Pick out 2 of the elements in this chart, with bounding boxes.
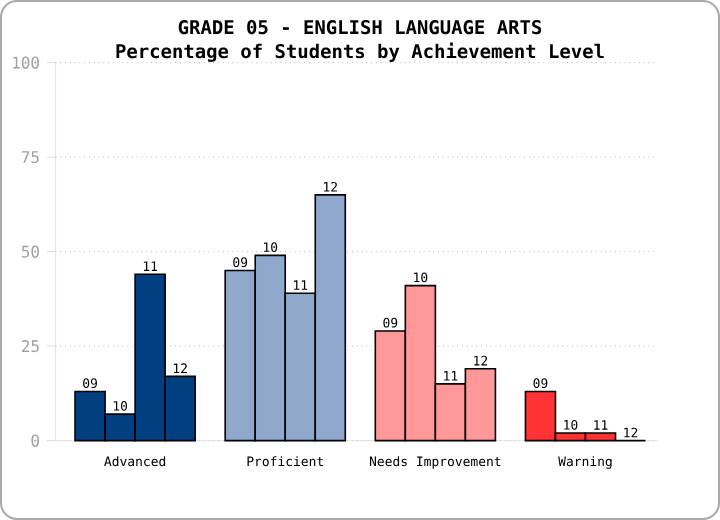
chart-subtitle: Percentage of Students by Achievement Level — [116, 42, 604, 62]
chart-title: GRADE 05 - ENGLISH LANGUAGE ARTS — [178, 19, 542, 35]
